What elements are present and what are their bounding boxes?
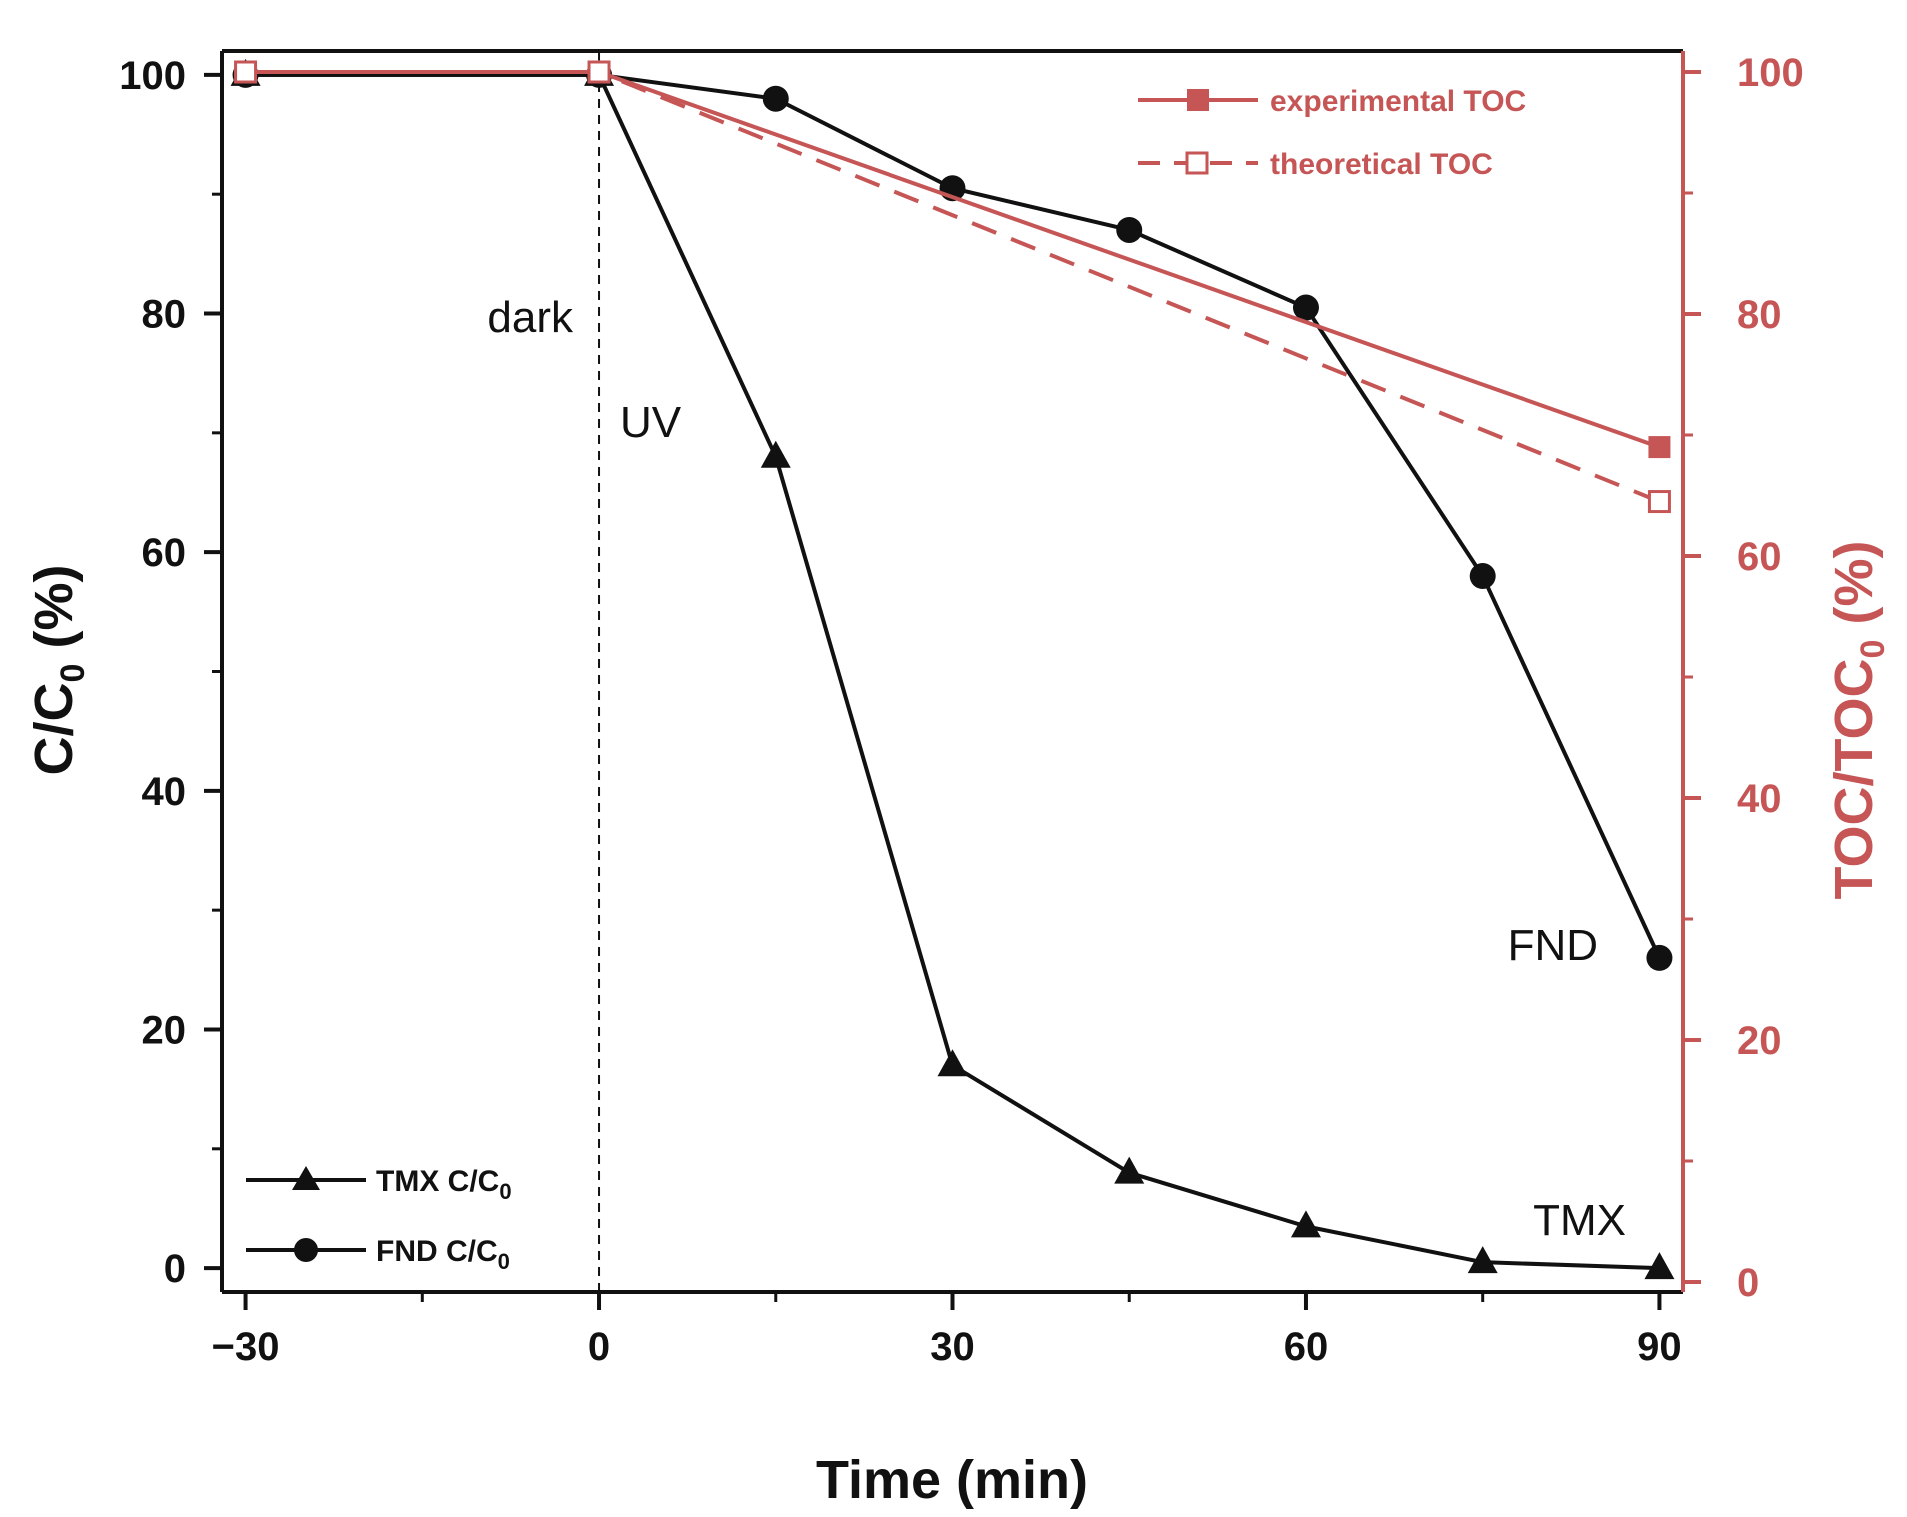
legend-tmx-label: TMX C/C0	[376, 1165, 512, 1204]
legend-theoretical-toc-marker	[1185, 151, 1209, 175]
series-line-experimental-toc	[245, 70, 1661, 449]
data-point-tmx-c-c0	[1467, 1246, 1498, 1274]
right-y-axis-ticks: 0 20 40 60 80 100	[1683, 51, 1804, 1305]
x-axis-title: Time (min)	[816, 1450, 1088, 1510]
legend-fnd-label: FND C/C0	[376, 1235, 510, 1274]
right-y-tick-label: 40	[1737, 777, 1782, 821]
left-y-tick-label: 80	[142, 293, 187, 337]
legend-fnd-label-main: FND C/C	[376, 1235, 498, 1268]
left-y-tick-label: 100	[119, 54, 186, 98]
right-y-tick-label: 20	[1737, 1019, 1782, 1063]
legend-tmx-label-main: TMX C/C	[376, 1165, 499, 1198]
right-y-axis-title: TOC/TOC0 (%)	[1824, 541, 1892, 900]
data-point-tmx-c-c0	[937, 1049, 968, 1077]
data-point-theoretical-toc	[234, 60, 258, 84]
left-y-axis-title-sub: 0	[54, 664, 92, 683]
annotation-uv: UV	[620, 398, 682, 447]
left-y-axis-title-main: C/C	[24, 682, 84, 775]
annotation-tmx: TMX	[1533, 1196, 1626, 1245]
data-point-fnd-c-c0	[1116, 216, 1143, 243]
data-point-tmx-c-c0	[1114, 1156, 1145, 1184]
legend-tmx-label-sub: 0	[499, 1179, 511, 1204]
legend-fnd-marker	[294, 1238, 318, 1262]
x-tick-label: −30	[212, 1325, 280, 1369]
legend-experimental-toc-marker	[1187, 89, 1209, 111]
x-axis-ticks: −30 0 30 60 90	[212, 1292, 1682, 1369]
right-y-axis-title-sub: 0	[1854, 640, 1892, 659]
legend-toc: experimental TOC theoretical TOC	[1138, 85, 1526, 181]
series-line-theoretical-toc	[245, 70, 1661, 504]
left-y-axis-title: C/C0 (%)	[24, 565, 92, 776]
data-point-tmx-c-c0	[1644, 1252, 1675, 1280]
x-tick-label: 60	[1284, 1325, 1329, 1369]
data-point-experimental-toc	[1648, 436, 1671, 459]
x-tick-label: 90	[1637, 1325, 1682, 1369]
right-y-tick-label: 80	[1737, 293, 1782, 337]
left-y-tick-label: 0	[164, 1247, 186, 1291]
x-tick-label: 30	[930, 1325, 975, 1369]
series-line-fnd-c-c0	[245, 72, 1662, 959]
plot-frame	[220, 49, 1685, 1294]
right-y-axis-title-main: TOC/TOC	[1824, 658, 1884, 899]
legend-tmx-marker	[292, 1166, 320, 1190]
data-point-fnd-c-c0	[1646, 944, 1673, 971]
right-y-tick-label: 60	[1737, 535, 1782, 579]
left-y-axis-title-suffix: (%)	[24, 565, 84, 664]
left-y-axis-ticks: 0 20 40 60 80 100	[119, 54, 222, 1291]
left-y-tick-label: 20	[142, 1008, 187, 1052]
data-point-fnd-c-c0	[762, 85, 789, 112]
left-y-tick-label: 60	[142, 531, 187, 575]
x-tick-label: 0	[588, 1325, 610, 1369]
legend-fnd-label-sub: 0	[498, 1249, 510, 1274]
right-y-tick-label: 100	[1737, 51, 1804, 95]
annotation-dark: dark	[487, 293, 574, 342]
series-line-tmx-c-c0	[245, 72, 1660, 1271]
legend-cc0: TMX C/C0 FND C/C0	[246, 1165, 512, 1274]
series-layer	[230, 58, 1675, 1280]
data-point-fnd-c-c0	[1469, 563, 1496, 590]
right-y-axis-title-suffix: (%)	[1824, 541, 1884, 640]
data-point-tmx-c-c0	[760, 440, 791, 468]
data-point-tmx-c-c0	[1290, 1210, 1321, 1238]
legend-experimental-toc-label: experimental TOC	[1270, 85, 1526, 118]
data-point-theoretical-toc	[587, 60, 611, 84]
right-y-tick-label: 0	[1737, 1261, 1759, 1305]
data-point-theoretical-toc	[1647, 490, 1671, 514]
data-point-fnd-c-c0	[1292, 294, 1319, 321]
annotation-fnd: FND	[1508, 921, 1598, 970]
legend-theoretical-toc-label: theoretical TOC	[1270, 148, 1493, 181]
left-y-tick-label: 40	[142, 770, 187, 814]
